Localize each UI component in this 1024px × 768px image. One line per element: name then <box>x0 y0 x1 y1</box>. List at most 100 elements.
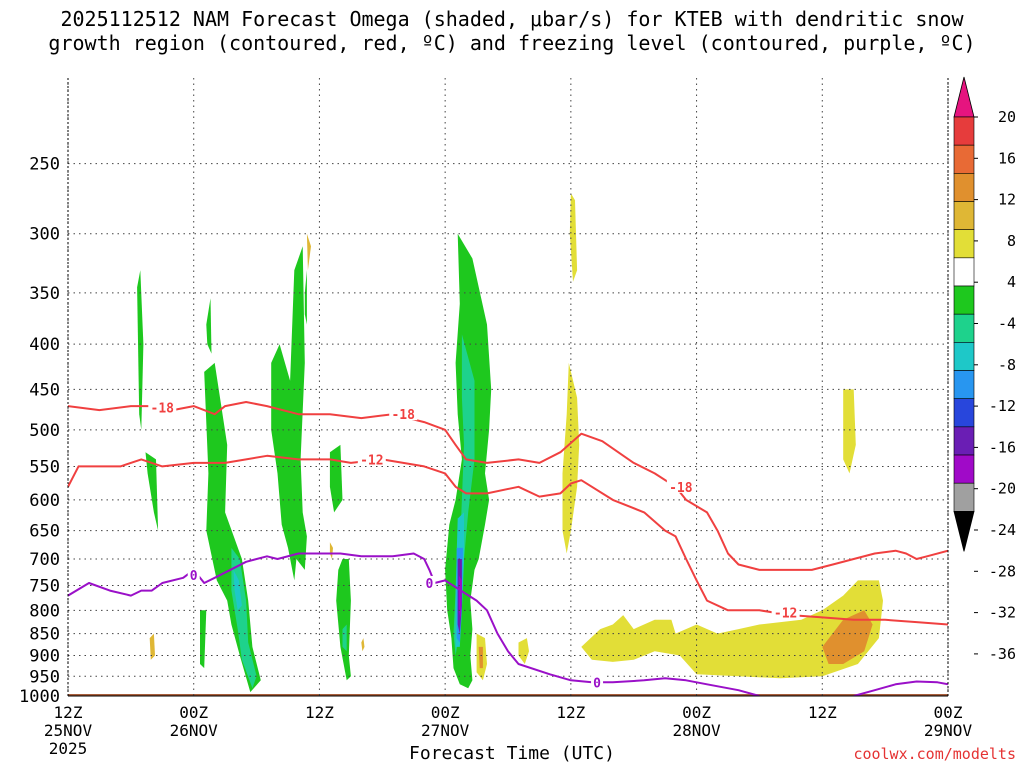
omega-region <box>304 270 307 325</box>
omega-region <box>458 575 462 620</box>
x-tick-label: 00Z <box>431 703 460 722</box>
omega-region <box>336 559 351 681</box>
contour-label: -12 <box>774 607 797 622</box>
chart-title-line1: 2025112512 NAM Forecast Omega (shaded, μ… <box>60 7 964 31</box>
x-tick-label: 28NOV <box>672 721 721 740</box>
x-tick-label: 00Z <box>179 703 208 722</box>
colorbar-label: -16 <box>989 438 1016 456</box>
omega-region <box>329 444 343 513</box>
contour-lines: -18 -18 -18 -12 -12 0 0 0 <box>68 400 948 696</box>
ground <box>68 694 948 696</box>
y-tick-label: 900 <box>29 647 60 667</box>
colorbar-label: 16 <box>998 149 1016 167</box>
colorbar-label: -24 <box>989 521 1016 539</box>
contour-label: 0 <box>593 676 601 691</box>
omega-region <box>822 610 873 664</box>
x-tick-label: 00Z <box>934 703 963 722</box>
omega-region <box>145 452 159 531</box>
y-tick-label: 450 <box>29 380 60 400</box>
y-tick-label: 600 <box>29 491 60 511</box>
colorbar-label: 20 <box>998 108 1016 126</box>
y-tick-label: 950 <box>29 667 60 687</box>
colorbar-swatch <box>953 229 975 259</box>
colorbar-label: -36 <box>989 645 1016 663</box>
x-axis-label: Forecast Time (UTC) <box>409 743 615 764</box>
omega-region <box>200 610 207 669</box>
colorbar-swatch <box>953 201 975 230</box>
omega-region <box>361 638 365 652</box>
omega-region <box>233 569 242 611</box>
colorbar-swatch <box>953 144 975 174</box>
y-tick-label: 250 <box>29 155 60 175</box>
omega-region <box>137 270 144 430</box>
contour-label: -18 <box>391 408 415 423</box>
colorbar-bottom-arrow <box>953 510 975 552</box>
colorbar-label: 8 <box>1007 232 1016 250</box>
colorbar-top-arrow <box>953 76 975 118</box>
contour-label: 0 <box>190 569 198 584</box>
omega-shading <box>137 193 883 693</box>
colorbar-swatch <box>953 454 975 484</box>
y-tick-label: 700 <box>29 550 60 570</box>
omega-region <box>342 624 347 652</box>
omega-region <box>581 580 883 679</box>
x-tick-label: 12Z <box>54 703 83 722</box>
x-tick-label: 00Z <box>682 703 711 722</box>
colorbar-swatch <box>953 285 975 315</box>
y-tick-label: 800 <box>29 601 60 621</box>
y-tick-label: 500 <box>29 421 60 441</box>
contour-label-bg <box>666 479 695 493</box>
contour-label-bg <box>423 575 436 589</box>
colorbar-label: -12 <box>989 397 1016 415</box>
contour-label-bg <box>771 605 800 619</box>
colorbar-swatch <box>953 257 975 287</box>
colorbar-label: -20 <box>989 480 1016 498</box>
omega-region <box>569 193 578 282</box>
x-tick-label: 12Z <box>305 703 334 722</box>
y-tick-label: 350 <box>29 284 60 304</box>
colorbar: 20 16 12 8 4 -4 -8 -12 -16 -20 -24 -28 -32 -36 <box>953 76 1016 663</box>
contour-label: -18 <box>669 481 693 496</box>
chart-title-line2: growth region (contoured, red, ºC) and f… <box>48 31 976 55</box>
contour-line-0b <box>853 680 948 696</box>
colorbar-label: 4 <box>1007 273 1016 291</box>
colorbar-swatch <box>953 313 975 343</box>
contour-label: -18 <box>151 402 175 417</box>
y-tick-label: 750 <box>29 577 60 597</box>
site-credit: coolwx.com/modelts <box>853 745 1016 763</box>
y-tick-label: 400 <box>29 335 60 355</box>
omega-region <box>204 362 261 693</box>
contour-line--18 <box>68 401 948 571</box>
colorbar-swatch <box>953 116 975 146</box>
omega-region <box>843 389 856 474</box>
colorbar-label: -4 <box>998 315 1016 333</box>
omega-region <box>149 633 155 660</box>
colorbar-swatch <box>953 342 975 371</box>
colorbar-swatch <box>953 398 975 428</box>
colorbar-swatch <box>953 426 975 456</box>
x-tick-label: 25NOV <box>44 721 93 740</box>
x-tick-label: 12Z <box>556 703 585 722</box>
colorbar-swatch <box>953 370 975 399</box>
x-tick-label: 29NOV <box>924 721 973 740</box>
contour-label: -12 <box>360 453 383 468</box>
y-tick-label: 1000 <box>19 687 60 707</box>
omega-region <box>518 638 529 664</box>
omega-region <box>271 246 307 581</box>
contour-label-bg <box>187 568 200 582</box>
ground-band <box>68 694 948 696</box>
grid <box>67 78 949 697</box>
contour-label-bg <box>148 400 177 414</box>
x-tick-label: 27NOV <box>421 721 470 740</box>
colorbar-swatch <box>953 482 975 512</box>
x-tick-label: 2025 <box>49 739 88 758</box>
y-tick-label: 550 <box>29 457 60 477</box>
omega-region <box>206 298 212 354</box>
y-tick-label: 650 <box>29 522 60 542</box>
contour-label-bg <box>389 407 418 421</box>
colorbar-label: -8 <box>998 356 1016 374</box>
omega-region <box>329 542 333 559</box>
colorbar-label: 12 <box>998 191 1016 209</box>
contour-label: 0 <box>426 577 434 592</box>
